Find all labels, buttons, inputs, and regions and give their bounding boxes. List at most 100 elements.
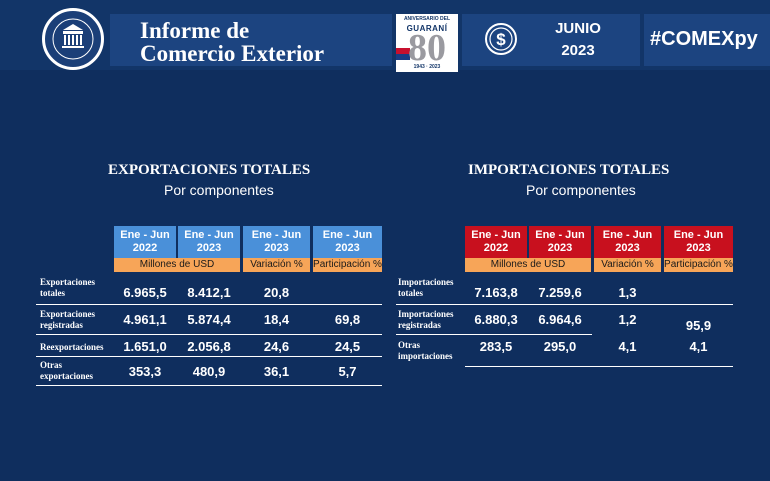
exports-row-total-label: Exportaciones totales [40, 277, 95, 299]
exports-col-2022-line1: Ene - Jun [120, 229, 170, 241]
header-bar: Informe de Comercio Exterior ANIVERSARIO… [0, 0, 770, 72]
imports-col-variation-line2: 2023 [615, 242, 640, 254]
imports-total-variation: 1,3 [618, 285, 637, 300]
exports-other-participation: 5,7 [338, 364, 357, 379]
exports-total-2023: 8.412,1 [187, 285, 231, 300]
exports-row-reexports-label1: Reexportaciones [40, 342, 104, 352]
imports-row-divider [465, 366, 733, 367]
exports-unit-variation: Variación % [243, 258, 310, 272]
exports-other-2022: 353,3 [128, 364, 162, 379]
imports-row-other-label2: importaciones [398, 351, 453, 361]
imports-col-variation-line1: Ene - Jun [602, 229, 653, 241]
exports-reexports-variation: 24,6 [263, 339, 290, 354]
anniversary-caption: ANIVERSARIO DEL [403, 16, 451, 22]
anniversary-brand: GUARANÍ [406, 24, 448, 33]
imports-title: IMPORTACIONES TOTALES [468, 162, 670, 178]
report-year: 2023 [561, 42, 595, 59]
exports-unit-millions: Millones de USD [114, 258, 240, 272]
imports-row-other-label: Otras importaciones [398, 340, 453, 362]
imports-registered-participation: 95,9 [685, 318, 712, 333]
imports-col-participation-line2: 2023 [686, 242, 711, 254]
exports-subtitle: Por componentes [164, 182, 274, 198]
exports-reexports-2023: 2.056,8 [187, 339, 231, 354]
imports-registered-variation: 1,2 [618, 312, 637, 327]
imports-other-2022: 283,5 [479, 339, 513, 354]
imports-row-divider [396, 334, 592, 335]
exports-row-divider [36, 304, 382, 305]
imports-unit-participation: Participación % [664, 258, 733, 272]
guarani-80-anniversary-logo: ANIVERSARIO DEL GUARANÍ 80 1943 · 2023 [396, 14, 458, 72]
imports-other-2023: 295,0 [543, 339, 577, 354]
flag-blue-stripe [396, 54, 410, 60]
exports-col-participation-line1: Ene - Jun [322, 229, 373, 241]
imports-col-participation: Ene - Jun 2023 [664, 226, 733, 258]
exports-reexports-participation: 24,5 [334, 339, 361, 354]
hashtag-box: #COMEXpy [644, 14, 770, 66]
exports-col-participation-line2: 2023 [335, 242, 360, 254]
imports-row-other-label1: Otras [398, 340, 420, 350]
exports-other-2023: 480,9 [192, 364, 226, 379]
imports-col-variation: Ene - Jun 2023 [594, 226, 661, 258]
exports-col-variation-line1: Ene - Jun [251, 229, 302, 241]
exports-unit-participation: Participación % [313, 258, 382, 272]
exports-registered-participation: 69,8 [334, 312, 361, 327]
exports-total-2022: 6.965,5 [123, 285, 167, 300]
exports-other-variation: 36,1 [263, 364, 290, 379]
exports-col-2023: Ene - Jun 2023 [178, 226, 240, 258]
exports-row-reexports-label: Reexportaciones [40, 342, 103, 353]
imports-col-2023-line2: 2023 [547, 242, 573, 254]
imports-row-total-label: Importaciones totales [398, 277, 454, 299]
exports-row-registered-label2: registradas [40, 320, 83, 330]
report-title-box: Informe de Comercio Exterior [110, 14, 392, 66]
exports-registered-variation: 18,4 [263, 312, 290, 327]
exports-reexports-2022: 1.651,0 [123, 339, 167, 354]
exports-title: EXPORTACIONES TOTALES [108, 162, 311, 178]
flag-red-stripe [396, 48, 410, 54]
report-title-line1: Informe de [140, 18, 250, 43]
exports-col-participation: Ene - Jun 2023 [313, 226, 382, 258]
central-bank-seal-icon [42, 8, 104, 70]
imports-col-2022: Ene - Jun 2022 [465, 226, 527, 258]
exports-row-other-label1: Otras [40, 360, 62, 370]
imports-col-participation-line1: Ene - Jun [673, 229, 724, 241]
imports-other-participation: 4,1 [689, 339, 708, 354]
imports-registered-2022: 6.880,3 [474, 312, 518, 327]
exports-col-2022-line2: 2022 [132, 242, 158, 254]
exports-total-variation: 20,8 [263, 285, 290, 300]
imports-row-registered-label: Importaciones registradas [398, 309, 454, 331]
imports-col-2023-line1: Ene - Jun [535, 229, 585, 241]
exports-registered-2023: 5.874,4 [187, 312, 231, 327]
exports-col-2022: Ene - Jun 2022 [114, 226, 176, 258]
svg-text:$: $ [496, 30, 506, 49]
exports-col-2023-line2: 2023 [196, 242, 222, 254]
imports-row-total-label1: Importaciones [398, 277, 454, 287]
exports-row-total-label1: Exportaciones [40, 277, 95, 287]
exports-row-divider [36, 334, 382, 335]
exports-row-total-label2: totales [40, 288, 65, 298]
exports-row-divider [36, 356, 382, 357]
exports-row-other-label2: exportaciones [40, 371, 93, 381]
imports-total-2022: 7.163,8 [474, 285, 518, 300]
imports-col-2022-line2: 2022 [483, 242, 509, 254]
exports-row-divider [36, 385, 382, 386]
imports-total-2023: 7.259,6 [538, 285, 582, 300]
exports-col-2023-line1: Ene - Jun [184, 229, 234, 241]
imports-row-registered-label2: registradas [398, 320, 441, 330]
exports-row-registered-label: Exportaciones registradas [40, 309, 95, 331]
report-date-box: $ JUNIO 2023 [462, 14, 640, 66]
exports-row-registered-label1: Exportaciones [40, 309, 95, 319]
anniversary-number: 80 [408, 27, 446, 69]
imports-row-divider [396, 304, 733, 305]
hashtag-label: #COMEXpy [650, 28, 758, 50]
exports-row-other-label: Otras exportaciones [40, 360, 93, 382]
imports-unit-millions: Millones de USD [465, 258, 591, 272]
imports-other-variation: 4,1 [618, 339, 637, 354]
imports-subtitle: Por componentes [526, 182, 636, 198]
exports-col-variation-line2: 2023 [264, 242, 289, 254]
exports-col-variation: Ene - Jun 2023 [243, 226, 310, 258]
anniversary-years: 1943 · 2023 [413, 64, 441, 70]
imports-unit-variation: Variación % [594, 258, 661, 272]
report-title-line2: Comercio Exterior [140, 41, 325, 66]
imports-registered-2023: 6.964,6 [538, 312, 582, 327]
imports-col-2022-line1: Ene - Jun [471, 229, 521, 241]
